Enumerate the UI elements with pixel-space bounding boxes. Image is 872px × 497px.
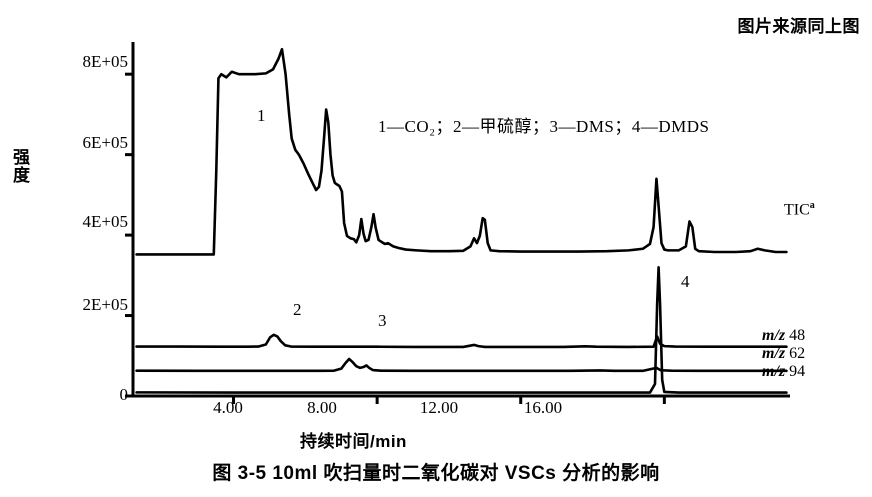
trace-label-mz48: m/z 48 <box>762 327 805 345</box>
x-axis-label: 持续时间/min <box>300 432 407 451</box>
y-tick-label-800000: 8E+05 <box>82 52 128 71</box>
peak-label-2: 2 <box>293 300 302 319</box>
trace-tic <box>135 47 788 256</box>
y-axis-ticks <box>125 72 133 398</box>
mz-value-48: 48 <box>789 327 806 344</box>
axes-group <box>125 42 790 404</box>
x-tick-label-8: 8.00 <box>307 398 337 417</box>
y-tick-label-400000: 4E+05 <box>82 212 128 231</box>
mz-prefix-48: m/z <box>762 327 786 344</box>
x-tick-label-4: 4.00 <box>213 398 243 417</box>
x-tick-label-16: 16.00 <box>523 398 563 417</box>
trace-group <box>135 47 788 394</box>
figure-caption: 图 3-5 10ml 吹扫量时二氧化碳对 VSCs 分析的影响 <box>212 463 660 484</box>
mz-value-94: 94 <box>789 363 806 380</box>
source-note: 图片来源同上图 <box>737 17 860 36</box>
trace-mz94 <box>135 265 788 394</box>
trace-label-tic: TICa <box>784 200 815 219</box>
trace-label-tic-superscript: a <box>809 200 815 211</box>
y-tick-label-600000: 6E+05 <box>82 133 128 152</box>
trace-mz48 <box>135 333 788 349</box>
y-tick-label-200000: 2E+05 <box>82 295 128 314</box>
x-tick-label-12: 12.00 <box>419 398 459 417</box>
y-axis-label: 强度 <box>10 148 29 184</box>
y-tick-label-0: 0 <box>119 385 129 404</box>
trace-mz62 <box>135 357 788 373</box>
peak-label-3: 3 <box>378 311 387 330</box>
mz-value-62: 62 <box>789 345 806 362</box>
x-axis-ticks <box>232 396 666 404</box>
peak-label-4: 4 <box>681 272 690 291</box>
mz-prefix-62: m/z <box>762 345 786 362</box>
legend-compound-list: 1—CO₂；2—甲硫醇；3—DMS；4—DMDS <box>378 117 710 136</box>
trace-label-tic-text: TIC <box>784 201 810 219</box>
trace-label-mz62: m/z 62 <box>762 345 805 363</box>
peak-label-1: 1 <box>257 106 266 125</box>
